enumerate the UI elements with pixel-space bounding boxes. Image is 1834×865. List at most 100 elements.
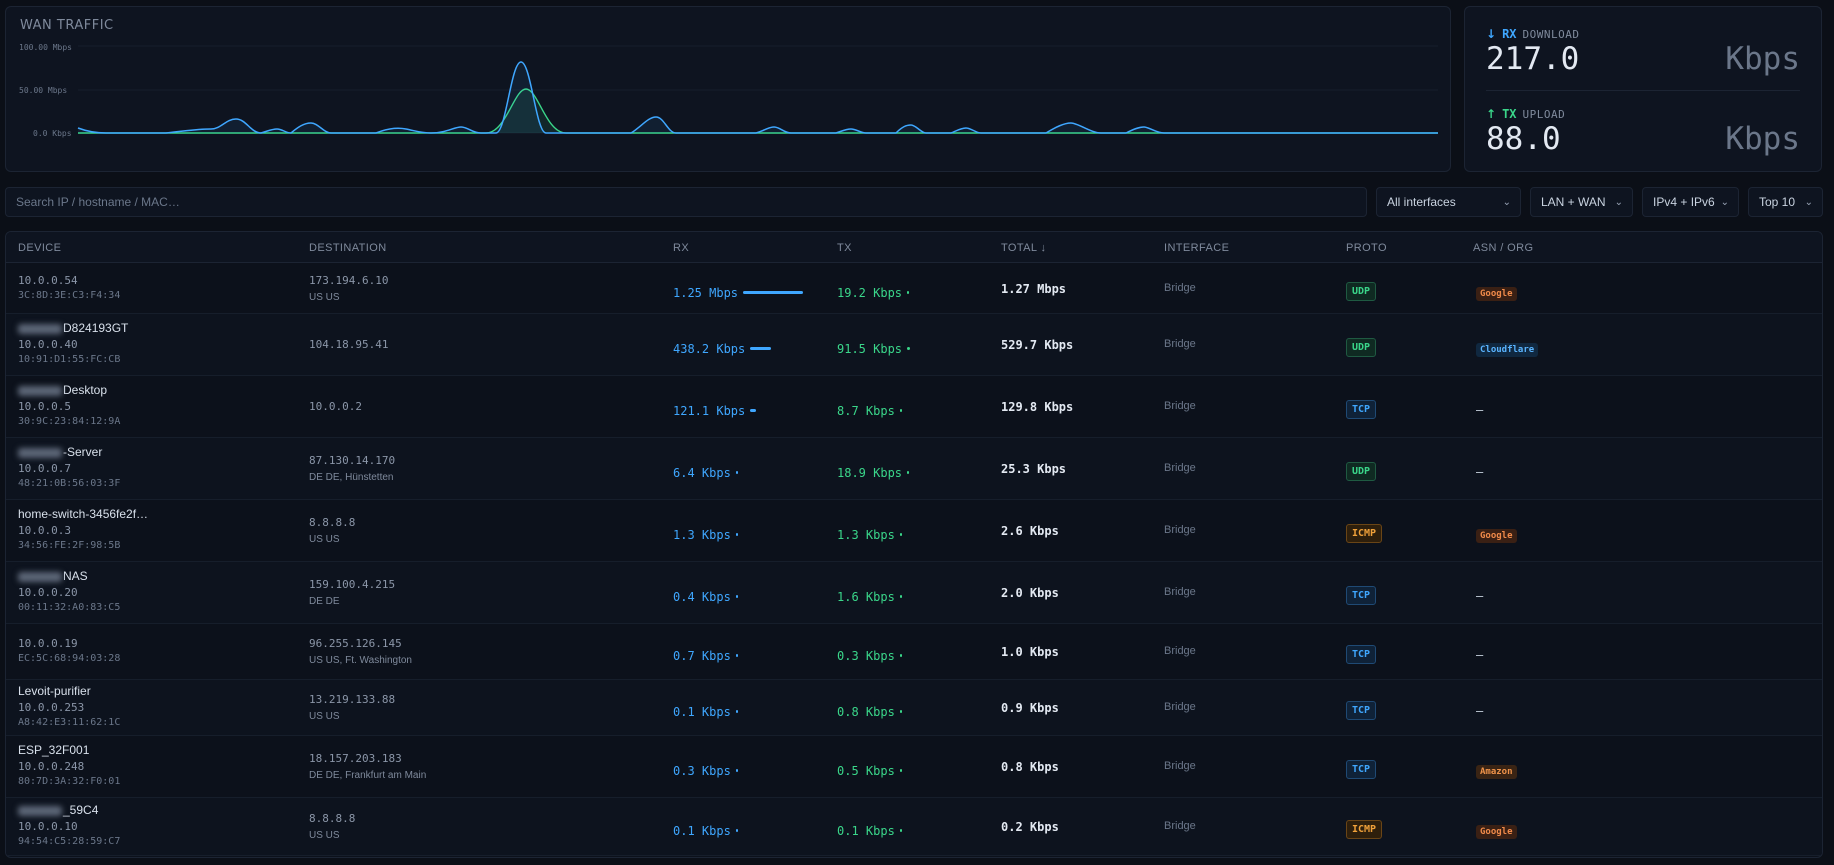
rx-bar: [750, 409, 757, 412]
rx-value: 121.1 Kbps: [673, 404, 746, 418]
asn-cell: —: [1476, 700, 1483, 719]
header-device[interactable]: DEVICE: [18, 242, 62, 254]
header-asn[interactable]: ASN / ORG: [1473, 242, 1534, 254]
y-tick-100: 100.00 Mbps: [19, 43, 72, 52]
device-name: D824193GT: [18, 321, 128, 335]
asn-badge: Google: [1476, 529, 1517, 543]
tx-bar: [899, 654, 902, 657]
tx-cell: 0.5 Kbps: [837, 760, 902, 779]
rx-bar: [750, 347, 772, 350]
asn-cell: —: [1476, 461, 1483, 480]
header-interface[interactable]: INTERFACE: [1164, 242, 1230, 254]
asn-badge: —: [1476, 465, 1484, 479]
tx-value: 0.5 Kbps: [837, 764, 895, 778]
wan-traffic-panel: WAN TRAFFIC 100.00 Mbps 50.00 Mbps 0.0 K…: [5, 6, 1451, 172]
table-row[interactable]: 10.0.0.19 EC:5C:68:94:03:28 96.255.126.145…: [6, 624, 1822, 680]
table-row[interactable]: home-switch-3456fe2f… 10.0.0.3 34:56:FE:2F…: [6, 500, 1822, 562]
table-row[interactable]: NAS 10.0.0.20 00:11:32:A0:83:C5 159.100.4.2…: [6, 562, 1822, 624]
interfaces-select[interactable]: All interfaces ⌄: [1376, 187, 1521, 217]
rx-cell: 0.1 Kbps: [673, 701, 738, 720]
down-arrow-icon: ↓: [1486, 27, 1497, 41]
rx-value: 438.2 Kbps: [673, 342, 746, 356]
table-row[interactable]: _59C4 10.0.0.10 94:54:C5:28:59:C7 8.8.8.8 US…: [6, 798, 1822, 856]
total-value: 1.0 Kbps: [1001, 645, 1059, 659]
download-value: 217.0: [1486, 41, 1580, 77]
proto-cell: TCP: [1346, 757, 1377, 779]
device-mac: 30:9C:23:84:12:9A: [18, 416, 121, 427]
ip-version-select-value: IPv4 + IPv6: [1653, 195, 1715, 209]
asn-cell: Google: [1476, 819, 1517, 839]
rx-bar: [735, 829, 738, 832]
header-destination[interactable]: DESTINATION: [309, 242, 387, 254]
device-ip: 10.0.0.20: [18, 586, 78, 599]
destination-geo: US US: [309, 711, 340, 722]
rx-value: 0.1 Kbps: [673, 705, 731, 719]
redacted-name: [18, 805, 62, 816]
header-rx[interactable]: RX: [673, 242, 690, 254]
rx-cell: 1.3 Kbps: [673, 524, 738, 543]
table-row[interactable]: ESP_32F001 10.0.0.248 80:7D:3A:32:F0:01 18.…: [6, 736, 1822, 798]
tx-cell: 0.1 Kbps: [837, 820, 902, 839]
rx-value: 6.4 Kbps: [673, 466, 731, 480]
device-name: _59C4: [18, 803, 98, 817]
total-value: 529.7 Kbps: [1001, 338, 1074, 352]
interface-value: Bridge: [1164, 701, 1196, 713]
destination-ip: 13.219.133.88: [309, 693, 396, 706]
wan-traffic-title: WAN TRAFFIC: [20, 18, 114, 33]
proto-badge: UDP: [1346, 338, 1377, 357]
tx-bar: [899, 409, 902, 412]
destination-ip: 10.0.0.2: [309, 400, 362, 413]
interface-value: Bridge: [1164, 645, 1196, 657]
device-name: home-switch-3456fe2f…: [18, 507, 148, 521]
table-row[interactable]: Levoit-purifier 10.0.0.253 A8:42:E3:11:62:…: [6, 680, 1822, 736]
rx-cell: 438.2 Kbps: [673, 338, 772, 357]
proto-cell: TCP: [1346, 397, 1377, 419]
destination-ip: 8.8.8.8: [309, 812, 356, 825]
rx-bar: [735, 595, 738, 598]
table-row[interactable]: -Server 10.0.0.7 48:21:0B:56:03:3F 87.130.1…: [6, 438, 1822, 500]
rx-cell: 6.4 Kbps: [673, 462, 738, 481]
header-proto[interactable]: PROTO: [1346, 242, 1387, 254]
device-ip: 10.0.0.40: [18, 338, 78, 351]
asn-badge: —: [1476, 648, 1484, 662]
device-mac: 34:56:FE:2F:98:5B: [18, 540, 121, 551]
interface-value: Bridge: [1164, 282, 1196, 294]
table-row[interactable]: D824193GT 10.0.0.40 10:91:D1:55:FC:CB 104.1…: [6, 314, 1822, 376]
proto-badge: TCP: [1346, 400, 1377, 419]
interface-value: Bridge: [1164, 524, 1196, 536]
destination-geo: US US, Ft. Washington: [309, 655, 412, 666]
device-ip: 10.0.0.19: [18, 637, 78, 650]
interface-value: Bridge: [1164, 338, 1196, 350]
tx-bar: [899, 533, 902, 536]
search-input[interactable]: [5, 187, 1367, 217]
tx-bar: [899, 595, 902, 598]
tx-value: 8.7 Kbps: [837, 404, 895, 418]
table-row[interactable]: Desktop 10.0.0.5 30:9C:23:84:12:9A 10.0.0.2…: [6, 376, 1822, 438]
table-row[interactable]: 10.0.0.54 3C:8D:3E:C3:F4:34 173.194.6.10 US…: [6, 264, 1822, 314]
top-n-select[interactable]: Top 10 ⌄: [1748, 187, 1823, 217]
tx-tag: TX: [1502, 107, 1517, 121]
ip-version-select[interactable]: IPv4 + IPv6 ⌄: [1642, 187, 1739, 217]
asn-cell: Cloudflare: [1476, 337, 1539, 357]
tx-cell: 91.5 Kbps: [837, 338, 911, 357]
rx-bar: [735, 654, 738, 657]
upload-value: 88.0: [1486, 121, 1561, 157]
tx-value: 0.8 Kbps: [837, 705, 895, 719]
proto-badge: TCP: [1346, 701, 1377, 720]
proto-cell: ICMP: [1346, 521, 1383, 543]
tx-series-area: [78, 89, 1438, 133]
scope-select[interactable]: LAN + WAN ⌄: [1530, 187, 1633, 217]
header-total[interactable]: TOTAL ↓: [1001, 242, 1047, 254]
device-name: ESP_32F001: [18, 743, 89, 757]
asn-badge: —: [1476, 589, 1484, 603]
header-tx[interactable]: TX: [837, 242, 852, 254]
destination-geo: DE DE, Hünstetten: [309, 472, 394, 483]
device-name: Levoit-purifier: [18, 684, 91, 698]
tx-bar: [899, 829, 902, 832]
total-value: 0.2 Kbps: [1001, 820, 1059, 834]
rx-cell: 0.7 Kbps: [673, 645, 738, 664]
upload-rate: ↑ TX UPLOAD 88.0 Kbps: [1486, 107, 1800, 157]
device-mac: 10:91:D1:55:FC:CB: [18, 354, 121, 365]
tx-value: 1.3 Kbps: [837, 528, 895, 542]
asn-badge: Google: [1476, 825, 1517, 839]
